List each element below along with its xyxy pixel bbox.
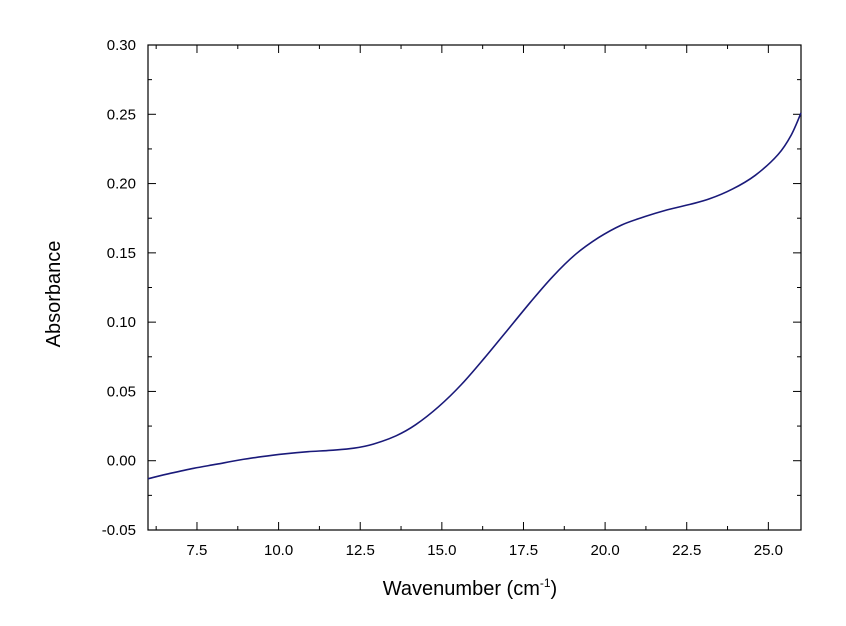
y-tick-label: 0.30	[107, 37, 136, 54]
x-tick-label: 15.0	[427, 542, 456, 559]
x-tick-label: 20.0	[590, 542, 619, 559]
x-axis-ticks: 7.5 10.0 12.5 15.0 17.5 20.0 22.5 25.0	[155, 45, 783, 559]
plot-frame	[147, 44, 802, 531]
x-axis-title: Wavenumber (cm-1)	[383, 576, 557, 600]
y-tick-label: 0.10	[107, 314, 136, 331]
y-tick-label: 0.15	[107, 245, 136, 262]
x-axis-title-suffix: )	[551, 578, 558, 600]
y-axis-ticks: -0.05 0.00 0.05 0.10 0.15 0.20 0.25 0.30	[102, 37, 801, 539]
x-tick-label: 7.5	[187, 542, 208, 559]
y-axis-title: Absorbance	[43, 241, 65, 348]
y-tick-label: 0.05	[107, 383, 136, 400]
y-tick-label: 0.00	[107, 453, 136, 470]
x-axis-title-text: Wavenumber (cm	[383, 578, 540, 600]
y-tick-label: 0.20	[107, 176, 136, 193]
series-line	[147, 112, 802, 480]
x-tick-label: 12.5	[346, 542, 375, 559]
x-axis-title-superscript: -1	[540, 576, 551, 590]
x-tick-label: 25.0	[754, 542, 783, 559]
x-tick-label: 17.5	[509, 542, 538, 559]
y-tick-label: -0.05	[102, 522, 136, 539]
y-tick-label: 0.25	[107, 106, 136, 123]
x-tick-label: 10.0	[264, 542, 293, 559]
x-tick-label: 22.5	[672, 542, 701, 559]
